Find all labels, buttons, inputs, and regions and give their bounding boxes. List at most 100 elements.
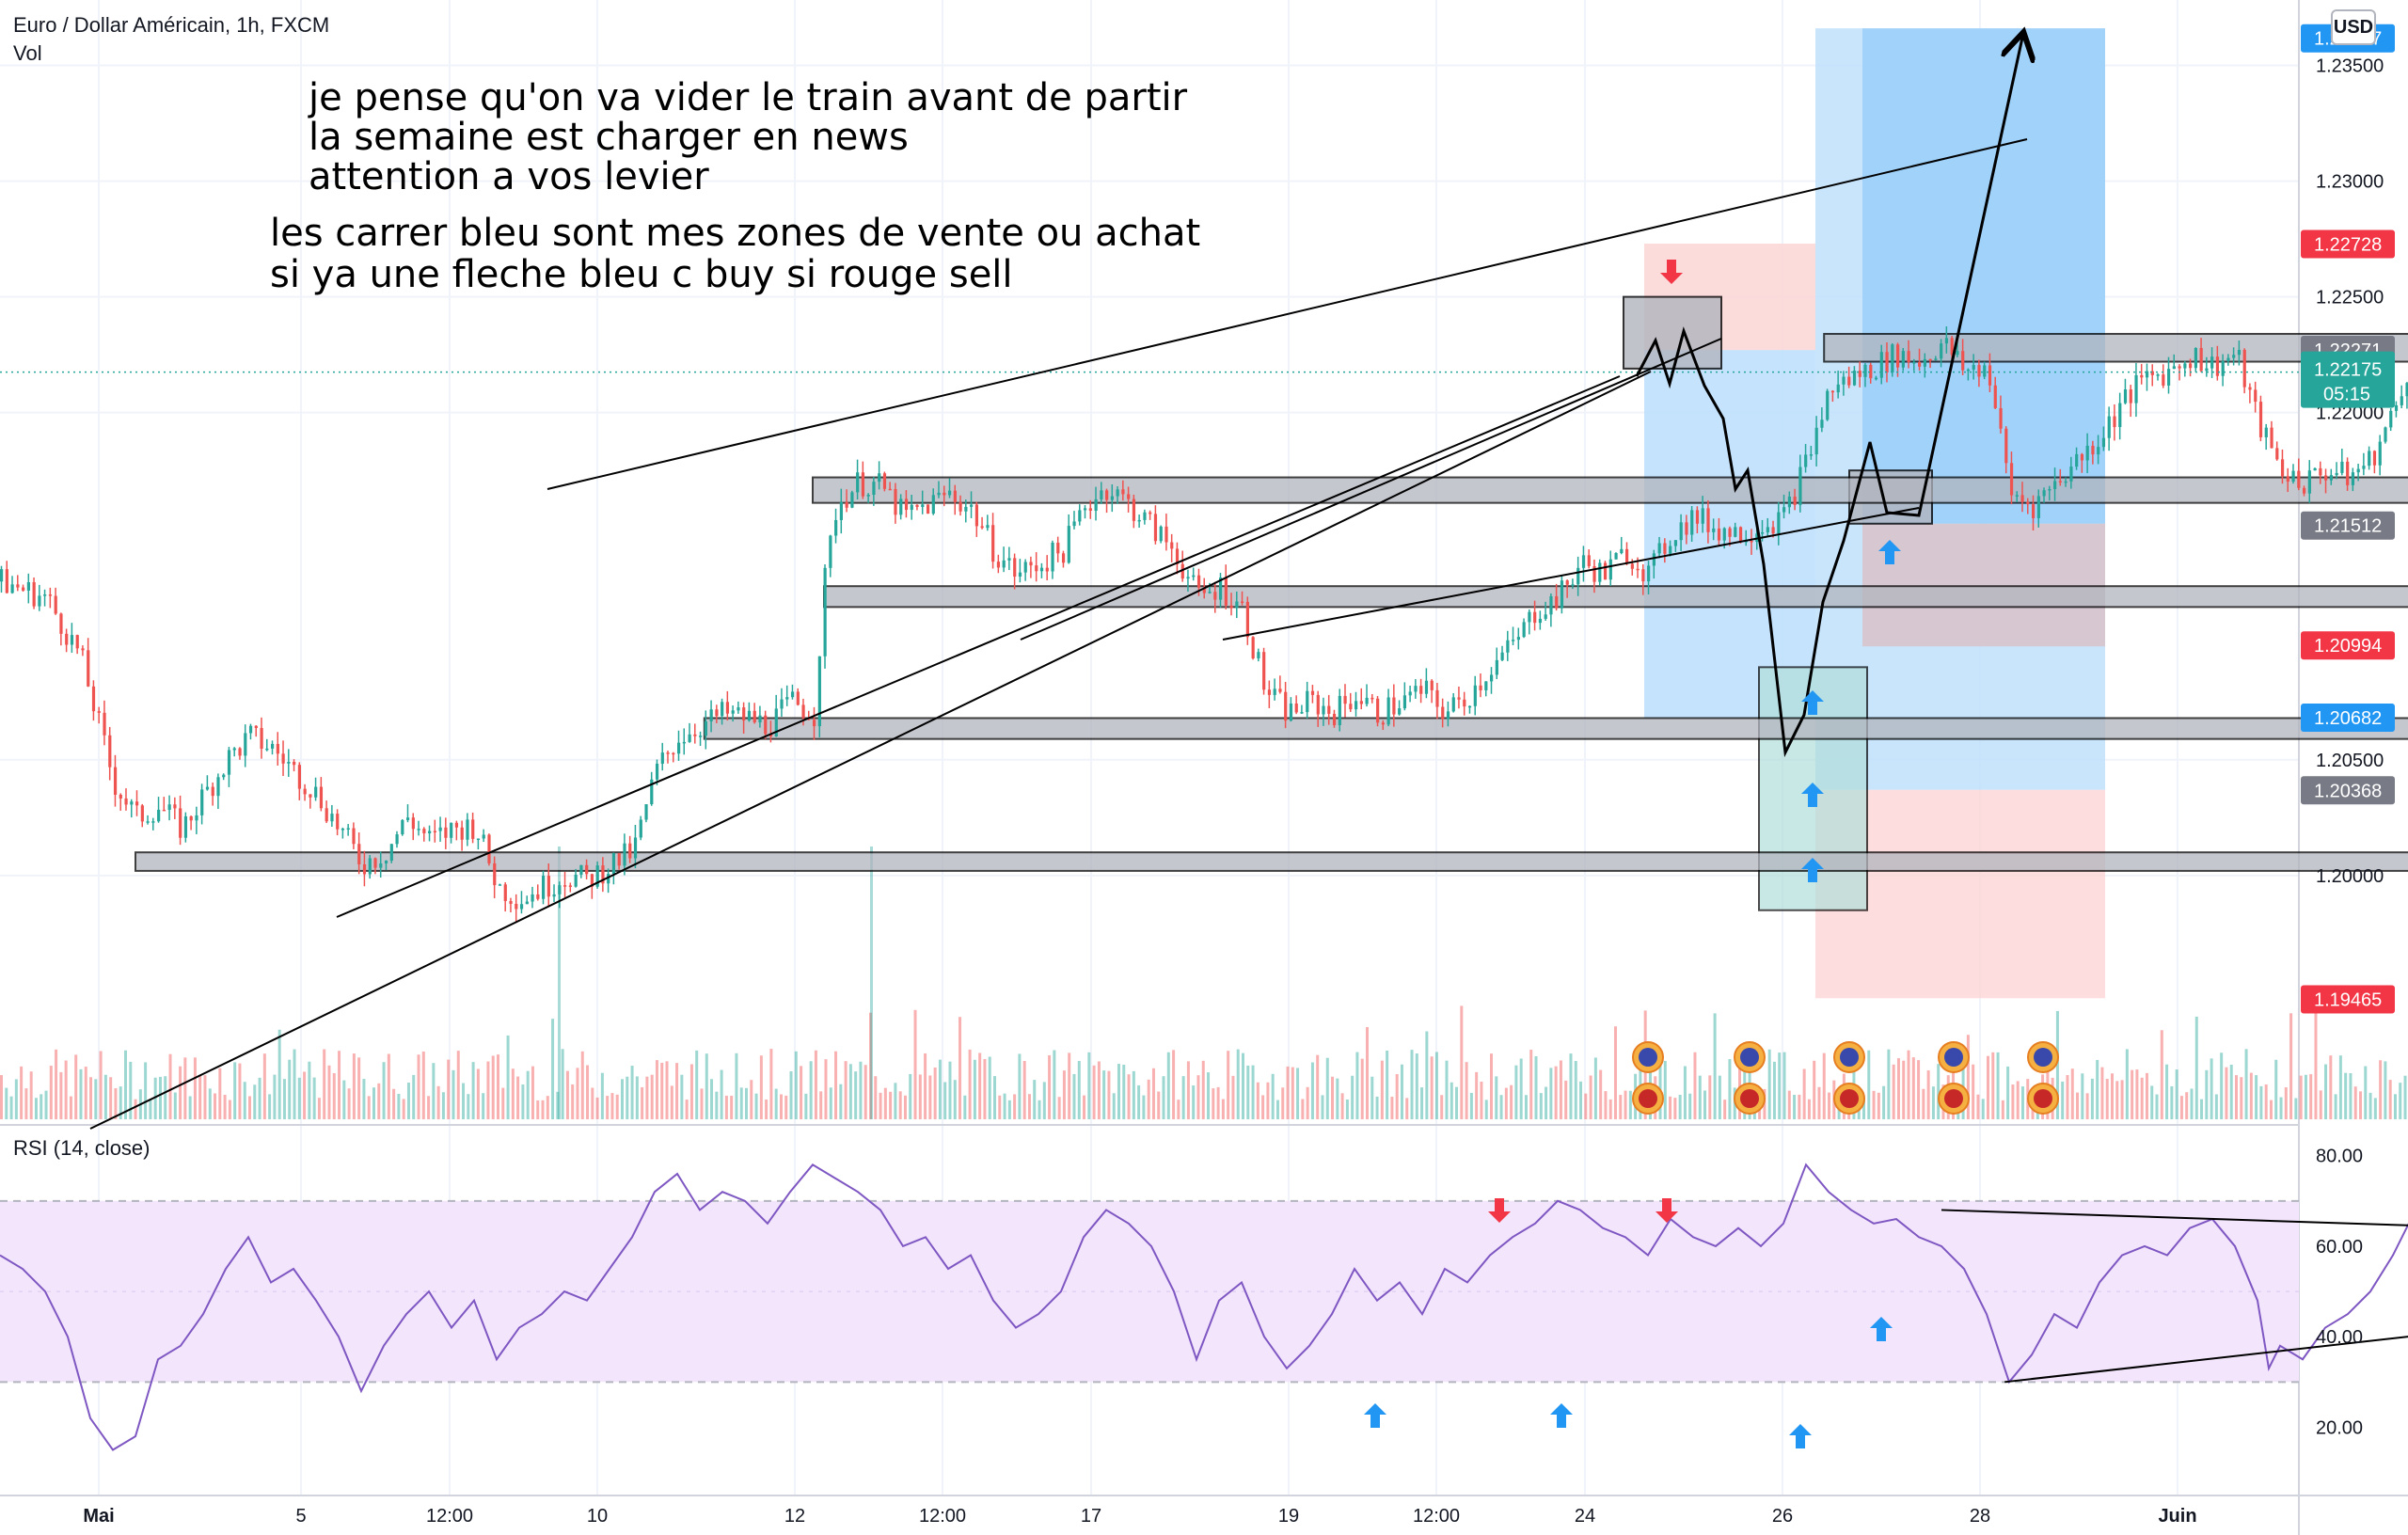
candle-body	[183, 815, 188, 838]
time-axis[interactable]: Mai 5 12:00 10 12 12:00 17 19 12:00 24 26 28 Juin	[83, 1506, 2196, 1527]
candle-body	[1273, 688, 1276, 695]
candle-body	[1679, 522, 1683, 541]
candle-body	[1414, 686, 1418, 692]
candle-body	[2113, 416, 2116, 428]
candle-body	[2026, 501, 2030, 505]
candle-body	[1814, 427, 1818, 455]
candle-body	[151, 821, 155, 823]
currency-badge[interactable]: USD	[2331, 9, 2376, 45]
volume-bar	[5, 1087, 8, 1119]
volume-bar	[2111, 1073, 2114, 1119]
candle-body	[493, 862, 497, 886]
volume-spike	[558, 847, 561, 1119]
candle-body	[232, 748, 236, 751]
volume-label[interactable]: Vol	[13, 41, 42, 65]
volume-bar	[1972, 1064, 1975, 1119]
note-line-1[interactable]: je pense qu'on va vider le train avant d…	[309, 76, 1188, 119]
volume-bar	[1678, 1095, 1682, 1119]
volume-bar	[233, 1062, 237, 1119]
rsi-label[interactable]: RSI (14, close)	[13, 1136, 150, 1160]
rsi-axis[interactable]: 80.00 60.00 40.00 20.00	[2316, 1147, 2363, 1439]
candle-body	[2075, 453, 2079, 467]
candle-body	[682, 741, 686, 744]
volume-bar	[1166, 1052, 1170, 1119]
candle-body	[2205, 368, 2209, 372]
candle-body	[628, 843, 632, 859]
price-label-badge	[2301, 631, 2395, 660]
volume-bar	[1911, 1057, 1915, 1119]
volume-bar	[134, 1099, 137, 1119]
candle-body	[1381, 722, 1385, 725]
candle-body	[660, 752, 664, 764]
price-axis[interactable]: 1.23500 1.23000 1.22500 1.22000 1.20500 1.200…	[2301, 24, 2395, 1014]
candle-body	[157, 809, 161, 822]
volume-bar	[1480, 1081, 1483, 1119]
volume-bar	[2304, 1074, 2307, 1119]
candle-body	[1018, 572, 1022, 578]
volume-bar	[800, 1066, 803, 1119]
note-line-4[interactable]: les carrer bleu sont mes zones de vente …	[270, 212, 1201, 255]
candle-body	[1262, 652, 1266, 690]
volume-bar	[730, 1096, 734, 1119]
volume-bar	[153, 1077, 157, 1119]
volume-bar	[482, 1093, 485, 1119]
candle-body	[1386, 697, 1390, 725]
candle-body	[758, 715, 762, 723]
candle-body	[97, 711, 101, 713]
volume-bar	[1807, 1099, 1811, 1119]
price-label-badge	[2301, 229, 2395, 259]
volume-bar	[288, 1059, 292, 1119]
candle-body	[54, 595, 57, 614]
note-line-2[interactable]: la semaine est charger en news	[309, 116, 909, 159]
note-line-5[interactable]: si ya une fleche bleu c buy si rouge sel…	[270, 253, 1013, 296]
volume-bar	[1703, 1090, 1707, 1119]
volume-bar	[1345, 1099, 1349, 1119]
candle-body	[1056, 542, 1060, 554]
volume-bar	[40, 1094, 43, 1119]
volume-bar	[1907, 1050, 1910, 1119]
volume-bar	[2274, 1059, 2278, 1119]
candle-body	[2307, 470, 2311, 494]
volume-bar	[1593, 1057, 1597, 1119]
candle-body	[1506, 640, 1510, 653]
volume-bar	[1281, 1087, 1285, 1119]
candle-body	[1581, 555, 1586, 568]
volume-bar	[1539, 1093, 1543, 1119]
candle-body	[384, 861, 388, 864]
note-line-3[interactable]: attention a vos levier	[309, 155, 709, 198]
candle-body	[1208, 592, 1212, 593]
volume-bar	[2359, 1091, 2362, 1119]
volume-bar	[486, 1061, 490, 1119]
volume-bar	[1231, 1075, 1235, 1119]
candle-body	[2183, 363, 2187, 369]
volume-bar	[938, 1059, 942, 1119]
candle-body	[22, 587, 25, 591]
volume-bar	[1708, 1075, 1712, 1119]
volume-bar	[1510, 1084, 1513, 1119]
volume-bar	[844, 1061, 848, 1119]
volume-bar	[1698, 1075, 1702, 1119]
candle-body	[2085, 445, 2089, 461]
candle-body	[1441, 706, 1445, 720]
candle-body	[1479, 685, 1482, 690]
symbol-title[interactable]: Euro / Dollar Américain, 1h, FXCM	[13, 13, 330, 37]
volume-bar	[1405, 1098, 1409, 1119]
candle-body	[904, 498, 909, 511]
candle-body	[471, 819, 475, 839]
candle-body	[124, 798, 128, 805]
candle-body	[1473, 685, 1477, 706]
volume-bar	[49, 1066, 53, 1119]
candle-body	[519, 904, 524, 910]
volume-bar	[183, 1057, 187, 1119]
volume-bar	[297, 1077, 301, 1119]
candle-body	[1923, 358, 1926, 367]
sell-arrow-icon	[1488, 1198, 1511, 1223]
candle-body	[958, 501, 962, 512]
candle-body	[2313, 467, 2317, 471]
candle-body	[1094, 498, 1098, 511]
volume-bar	[968, 1049, 972, 1119]
volume-bar	[1142, 1095, 1146, 1119]
candle-body	[1787, 496, 1791, 508]
candle-body	[379, 863, 383, 868]
